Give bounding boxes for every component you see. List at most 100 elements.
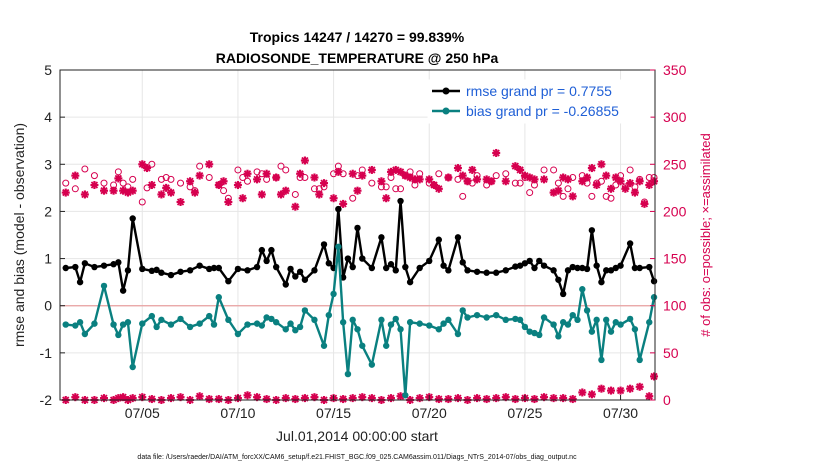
marker-stroke (296, 170, 304, 178)
marker-stroke (650, 177, 658, 185)
marker-stroke (554, 187, 563, 195)
marker-stroke (243, 170, 252, 178)
rmse-point (368, 264, 376, 272)
obs-assimilated-point (606, 184, 615, 193)
obs-assimilated-point (238, 194, 247, 203)
obs-assimilated-point (339, 199, 348, 208)
y2-tick-label: 150 (663, 251, 687, 267)
marker-stroke (588, 164, 596, 172)
rmse-point (473, 268, 481, 275)
marker-stroke (243, 391, 252, 399)
bias-point (158, 316, 165, 324)
rmse-point (62, 264, 69, 272)
bias-point (574, 316, 581, 324)
obs-assimilated-point (382, 194, 391, 203)
rmse-point (521, 260, 529, 267)
rmse-point (516, 262, 524, 269)
bias-point (91, 320, 98, 327)
rmse-point (272, 263, 280, 271)
marker-stroke (339, 395, 347, 403)
marker-stroke (396, 168, 405, 176)
bias-point (445, 316, 452, 324)
rmse-point (574, 264, 581, 272)
rmse-point (493, 269, 500, 276)
bias-point (550, 321, 557, 328)
obs-low-point (597, 384, 606, 393)
obs-possible-point (368, 179, 376, 187)
y2-tick-label: 0 (663, 392, 671, 408)
obs-possible-point (277, 162, 285, 170)
bias-point (119, 321, 127, 328)
y2-tick-label: 350 (663, 62, 687, 78)
rmse-point (531, 264, 538, 272)
bias-point (244, 321, 251, 328)
marker-stroke (473, 175, 481, 184)
obs-low-point (530, 395, 539, 404)
rmse-point (268, 246, 275, 254)
marker-stroke (583, 173, 591, 182)
marker-stroke (162, 184, 170, 192)
obs-possible-point (234, 166, 242, 174)
bias-point (72, 322, 79, 329)
rmse-point (583, 265, 591, 273)
obs-assimilated-point (425, 175, 434, 184)
obs-assimilated-point (353, 186, 362, 195)
rmse-point (325, 260, 333, 267)
marker-stroke (358, 171, 366, 180)
obs-low-point (645, 392, 654, 401)
rmse-point (100, 262, 108, 269)
rmse-point (320, 241, 328, 248)
obs-possible-point (282, 166, 290, 174)
obs-assimilated-point (530, 175, 539, 184)
obs-assimilated-point (243, 169, 252, 178)
bias-point (76, 319, 84, 326)
rmse-point (540, 262, 548, 269)
marker-stroke (205, 395, 213, 403)
obs-low-point (444, 395, 453, 404)
obs-possible-point (71, 185, 79, 193)
rmse-point (158, 269, 165, 276)
marker-stroke (502, 393, 510, 401)
y2-tick-label: 250 (663, 156, 687, 172)
obs-assimilated-point (430, 181, 439, 190)
obs-possible-point (239, 173, 247, 181)
y-tick-label: 4 (44, 109, 52, 125)
rmse-point (349, 263, 356, 271)
rmse-point (196, 262, 203, 269)
marker-stroke (81, 190, 89, 199)
bias-point (320, 342, 328, 349)
marker-stroke (310, 173, 319, 182)
bias-point (540, 314, 548, 321)
obs-assimilated-point (602, 171, 611, 180)
marker-stroke (301, 156, 309, 165)
obs-low-point (205, 395, 214, 404)
marker-stroke (205, 160, 213, 168)
marker-stroke (329, 194, 338, 202)
x-tick-label: 07/20 (412, 405, 447, 421)
rmse-point (426, 257, 433, 265)
bias-point (148, 312, 156, 320)
bias-point (349, 316, 356, 324)
obs-possible-point (310, 185, 318, 193)
obs-assimilated-point (310, 173, 319, 182)
marker-stroke (607, 386, 615, 395)
rmse-point (392, 267, 399, 274)
marker-stroke (511, 395, 519, 403)
obs-assimilated-point (195, 171, 204, 180)
obs-possible-point (339, 170, 347, 178)
y2-ticks: 0 50 100 150 200 250 300 350 (650, 62, 687, 408)
obs-assimilated-point (458, 171, 467, 180)
obs-low-point (549, 394, 558, 403)
obs-possible-point (554, 179, 562, 187)
marker-stroke (310, 393, 319, 401)
obs-possible-point (162, 173, 170, 181)
obs-assimilated-point (621, 184, 630, 193)
obs-assimilated-point (320, 179, 329, 188)
obs-possible-point (392, 185, 400, 193)
rmse-point (416, 264, 423, 272)
rmse-point (296, 268, 304, 275)
obs-low-point (568, 395, 577, 404)
obs-assimilated-point (162, 183, 171, 192)
rmse-point (631, 264, 639, 272)
obs-low-point (128, 394, 137, 403)
